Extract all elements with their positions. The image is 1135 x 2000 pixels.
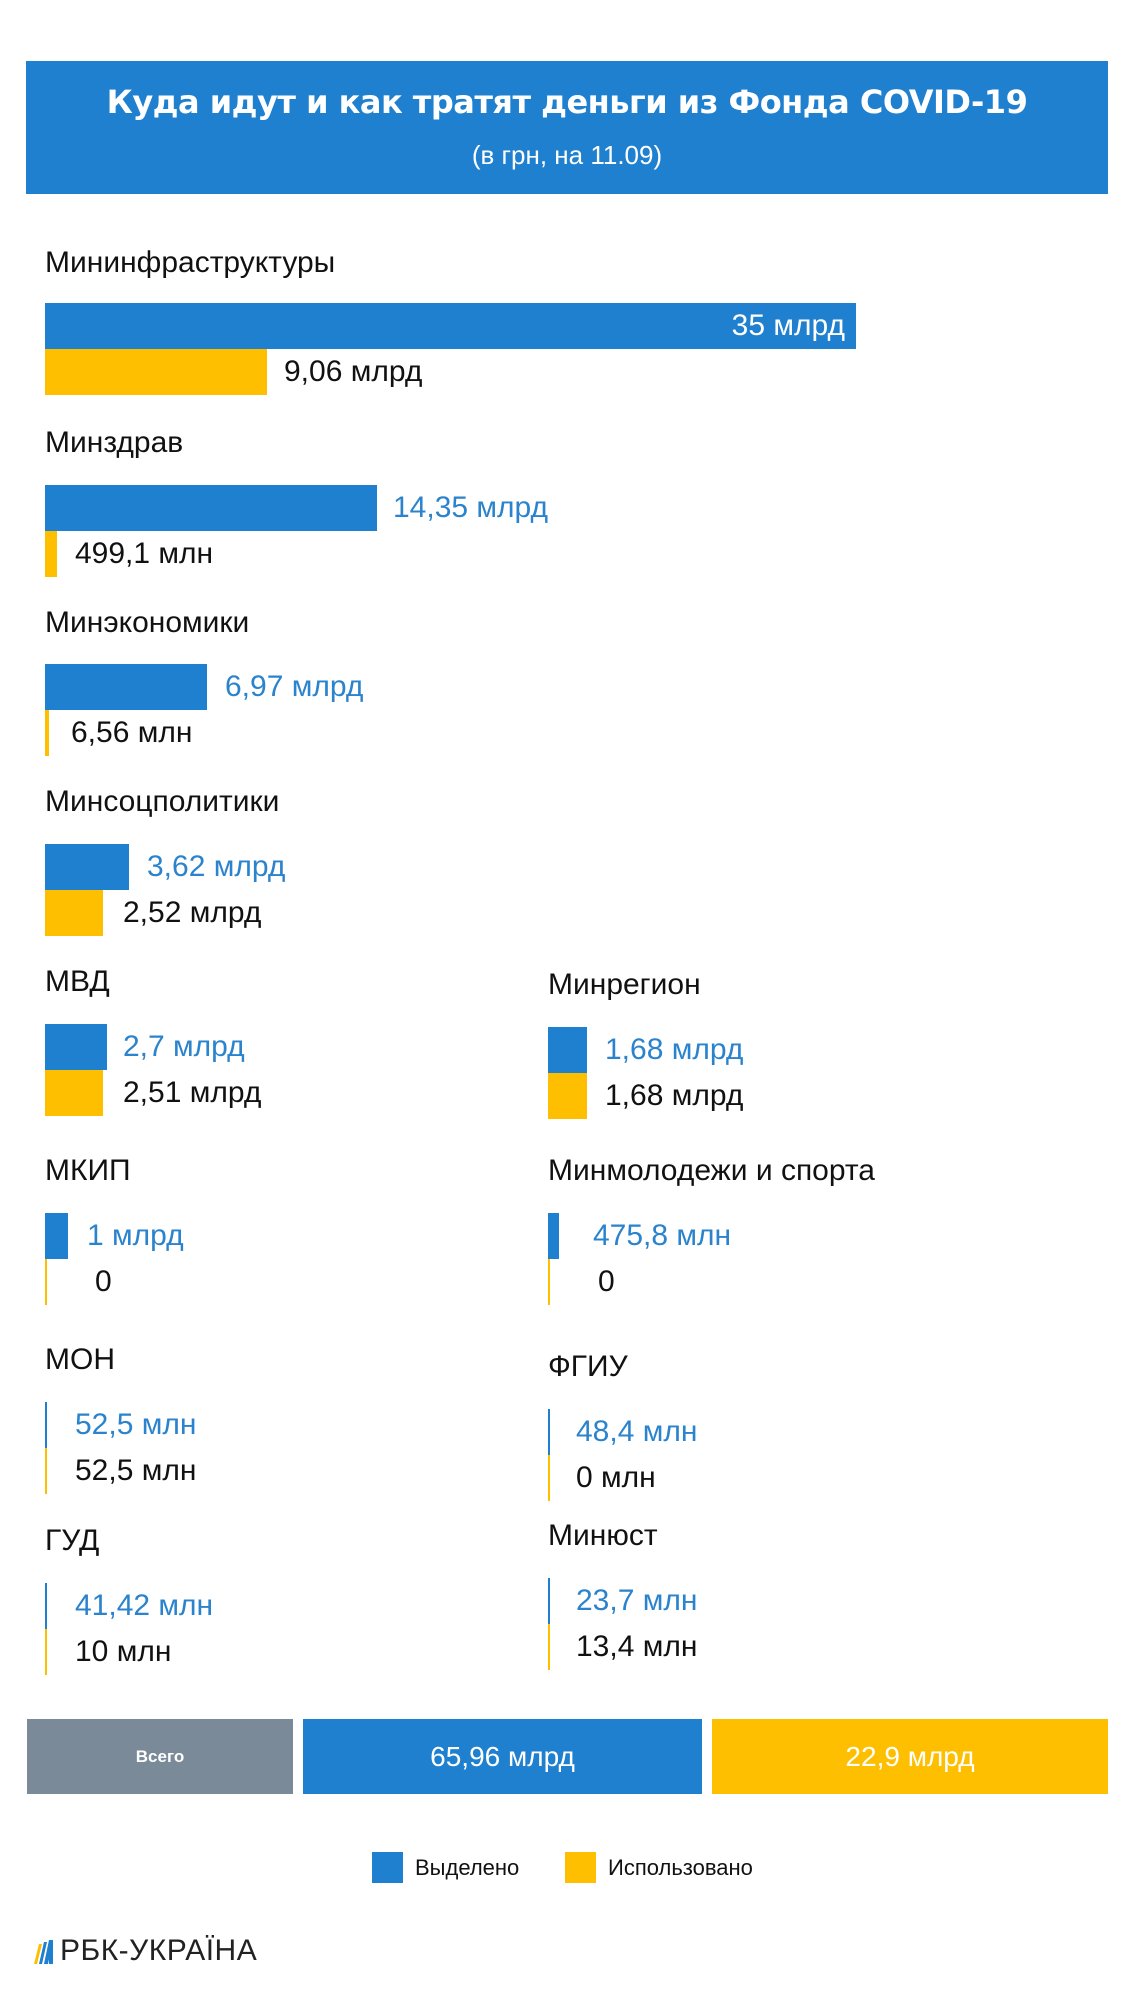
- legend-label-allocated: Выделено: [415, 1854, 520, 1880]
- group-mininfrastructure: Мининфраструктуры 35 млрд 9,06 млрд: [45, 246, 945, 396]
- allocated-value: 48,4 млн: [576, 1415, 698, 1448]
- allocated-value: 35 млрд: [731, 309, 845, 342]
- used-value: 499,1 млн: [75, 537, 214, 570]
- used-value: 13,4 млн: [576, 1630, 698, 1663]
- group-mon: МОН 52,5 млн 52,5 млн: [45, 1343, 505, 1495]
- rbc-stripes-icon: [34, 1940, 53, 1964]
- used-value: 9,06 млрд: [284, 355, 423, 388]
- used-bar: [548, 1259, 550, 1305]
- chart-header: Куда идут и как тратят деньги из Фонда C…: [26, 61, 1108, 194]
- allocated-bar: [45, 1583, 47, 1629]
- used-value: 0 млн: [576, 1461, 656, 1494]
- used-bar: [45, 1629, 47, 1675]
- used-value: 6,56 млн: [71, 716, 193, 749]
- totals-used: 22,9 млрд: [712, 1719, 1108, 1794]
- legend-label-used: Использовано: [608, 1854, 753, 1880]
- legend-item-allocated: Выделено: [372, 1852, 519, 1883]
- group-minjust: Минюст 23,7 млн 13,4 млн: [548, 1519, 1008, 1671]
- allocated-value: 14,35 млрд: [393, 491, 549, 524]
- rbc-ukraine-logo: РБК-УКРАЇНА: [30, 1934, 257, 1968]
- used-value: 1,68 млрд: [605, 1079, 744, 1112]
- group-name: Минэкономики: [45, 606, 250, 639]
- allocated-bar: [45, 664, 207, 710]
- used-bar: [548, 1624, 550, 1670]
- allocated-value: 52,5 млн: [75, 1408, 197, 1441]
- allocated-bar: [45, 303, 856, 349]
- used-bar: [45, 349, 267, 395]
- chart-title: Куда идут и как тратят деньги из Фонда C…: [106, 83, 1028, 121]
- used-value: 0: [95, 1265, 112, 1298]
- group-mkip: МКИП 1 млрд 0: [45, 1154, 505, 1306]
- allocated-value: 1 млрд: [87, 1219, 184, 1252]
- chart-subtitle: (в грн, на 11.09): [471, 140, 663, 170]
- group-gud: ГУД 41,42 млн 10 млн: [45, 1524, 505, 1676]
- group-minzdrav: Минздрав 14,35 млрд 499,1 млн: [45, 426, 745, 577]
- used-bar: [45, 890, 103, 936]
- group-name: МОН: [45, 1343, 115, 1376]
- used-value: 52,5 млн: [75, 1454, 197, 1487]
- legend-swatch-allocated: [372, 1852, 403, 1883]
- allocated-bar: [548, 1578, 550, 1624]
- group-name: Минюст: [548, 1519, 658, 1552]
- group-name: ГУД: [45, 1524, 100, 1557]
- logo-text: РБК-УКРАЇНА: [60, 1934, 258, 1967]
- group-name: Минсоцполитики: [45, 785, 280, 818]
- used-bar: [45, 531, 57, 577]
- group-name: Минрегион: [548, 968, 701, 1001]
- group-name: МВД: [45, 965, 110, 998]
- totals-allocated: 65,96 млрд: [303, 1719, 702, 1794]
- allocated-value: 2,7 млрд: [123, 1030, 245, 1063]
- used-value: 0: [598, 1265, 615, 1298]
- allocated-bar: [548, 1027, 587, 1073]
- allocated-bar: [548, 1213, 559, 1259]
- allocated-value: 1,68 млрд: [605, 1033, 744, 1066]
- allocated-bar: [45, 485, 377, 531]
- group-minregion: Минрегион 1,68 млрд 1,68 млрд: [548, 968, 1008, 1120]
- used-bar: [45, 1259, 47, 1305]
- allocated-value: 23,7 млн: [576, 1584, 698, 1617]
- allocated-bar: [45, 1024, 107, 1070]
- allocated-bar: [548, 1409, 550, 1455]
- group-mvd: МВД 2,7 млрд 2,51 млрд: [45, 965, 505, 1117]
- allocated-bar: [45, 1213, 68, 1259]
- group-minsocpolicy: Минсоцполитики 3,62 млрд 2,52 млрд: [45, 785, 745, 937]
- used-value: 2,52 млрд: [123, 896, 262, 929]
- group-name: МКИП: [45, 1154, 131, 1187]
- legend-swatch-used: [565, 1852, 596, 1883]
- used-bar: [45, 710, 49, 756]
- used-bar: [45, 1448, 47, 1494]
- allocated-value: 475,8 млн: [593, 1219, 732, 1252]
- group-name: Минмолодежи и спорта: [548, 1154, 875, 1187]
- used-bar: [548, 1073, 587, 1119]
- used-bar: [45, 1070, 103, 1116]
- group-name: Мининфраструктуры: [45, 246, 336, 279]
- group-name: Минздрав: [45, 426, 184, 459]
- legend-item-used: Использовано: [565, 1852, 753, 1883]
- used-value: 10 млн: [75, 1635, 172, 1668]
- totals-label: Всего: [27, 1719, 293, 1794]
- group-name: ФГИУ: [548, 1350, 628, 1383]
- allocated-bar: [45, 1402, 47, 1448]
- allocated-value: 41,42 млн: [75, 1589, 214, 1622]
- allocated-value: 6,97 млрд: [225, 670, 364, 703]
- allocated-value: 3,62 млрд: [147, 850, 286, 883]
- used-value: 2,51 млрд: [123, 1076, 262, 1109]
- used-bar: [548, 1455, 550, 1501]
- group-mineconomy: Минэкономики 6,97 млрд 6,56 млн: [45, 606, 745, 756]
- group-minyouth-sport: Минмолодежи и спорта 475,8 млн 0: [548, 1154, 1008, 1306]
- group-fgiu: ФГИУ 48,4 млн 0 млн: [548, 1350, 1008, 1502]
- allocated-bar: [45, 844, 129, 890]
